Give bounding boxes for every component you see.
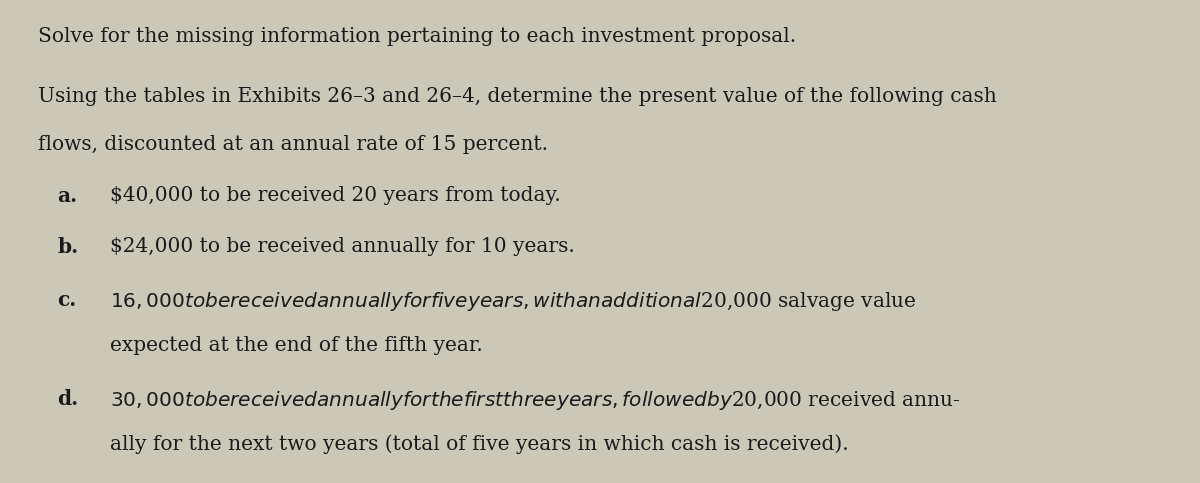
Text: Using the tables in Exhibits 26–3 and 26–4, determine the present value of the f: Using the tables in Exhibits 26–3 and 26… (38, 87, 997, 106)
Text: flows, discounted at an annual rate of 15 percent.: flows, discounted at an annual rate of 1… (38, 135, 548, 154)
Text: b.: b. (58, 237, 79, 256)
Text: $16,000 to be received annually for five years, with an additional $20,000 salva: $16,000 to be received annually for five… (110, 290, 917, 313)
Text: c.: c. (58, 290, 77, 310)
Text: $24,000 to be received annually for 10 years.: $24,000 to be received annually for 10 y… (110, 237, 575, 256)
Text: a.: a. (58, 186, 78, 206)
Text: expected at the end of the fifth year.: expected at the end of the fifth year. (110, 336, 484, 355)
Text: Solve for the missing information pertaining to each investment proposal.: Solve for the missing information pertai… (38, 27, 797, 45)
Text: $30,000 to be received annually for the first three years, followed by $20,000 r: $30,000 to be received annually for the … (110, 389, 961, 412)
Text: ally for the next two years (total of five years in which cash is received).: ally for the next two years (total of fi… (110, 435, 850, 455)
Text: d.: d. (58, 389, 79, 409)
Text: $40,000 to be received 20 years from today.: $40,000 to be received 20 years from tod… (110, 186, 562, 205)
